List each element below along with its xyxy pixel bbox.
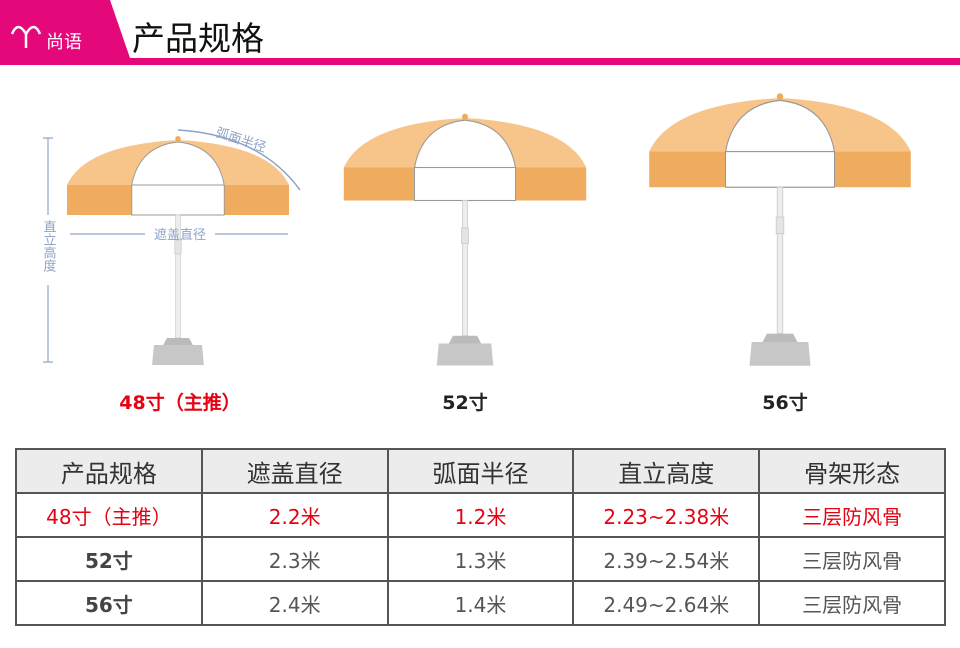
header-row: 产品规格 遮盖直径 弧面半径 直立高度 骨架形态 xyxy=(15,448,946,494)
table-cell: 52寸 xyxy=(15,536,203,582)
column-header: 遮盖直径 xyxy=(200,448,389,494)
header: 尚语 产品规格 xyxy=(0,0,960,65)
model-caption: 56寸 xyxy=(762,391,807,414)
table-cell: 2.3米 xyxy=(200,536,389,582)
model-caption: 48寸（主推） xyxy=(119,391,240,414)
column-header: 产品规格 xyxy=(15,448,203,494)
table-cell: 1.2米 xyxy=(386,492,575,538)
table-cell: 2.23~2.38米 xyxy=(572,492,761,538)
table-row: 48寸（主推） 2.2米 1.2米 2.23~2.38米 三层防风骨 xyxy=(15,492,946,538)
diameter-label: 遮盖直径 xyxy=(154,227,206,243)
column-header: 直立高度 xyxy=(572,448,761,494)
spec-table: 产品规格 遮盖直径 弧面半径 直立高度 骨架形态 48寸（主推） 2.2米 1.2米 2.23~… xyxy=(15,448,946,626)
table-cell: 1.3米 xyxy=(386,536,575,582)
table-row: 56寸 2.4米 1.4米 2.49~2.64米 三层防风骨 xyxy=(15,580,946,626)
table-cell: 2.4米 xyxy=(200,580,389,626)
dimensions: 弧面半径 遮盖直径 直立高度 xyxy=(41,126,301,363)
table-cell: 56寸 xyxy=(15,580,203,626)
logo: 尚语 xyxy=(46,32,82,53)
table-cell: 1.4米 xyxy=(386,580,575,626)
table-cell: 2.49~2.64米 xyxy=(572,580,761,626)
table-cell: 三层防风骨 xyxy=(758,536,946,582)
table-cell: 2.2米 xyxy=(200,492,389,538)
column-header: 骨架形态 xyxy=(758,448,946,494)
table-cell: 48寸（主推） xyxy=(15,492,203,538)
table-cell: 三层防风骨 xyxy=(758,580,946,626)
table-cell: 2.39~2.54米 xyxy=(572,536,761,582)
column-header: 弧面半径 xyxy=(386,448,575,494)
table-row: 52寸 2.3米 1.3米 2.39~2.54米 三层防风骨 xyxy=(15,536,946,582)
page-title: 产品规格 xyxy=(132,19,264,58)
height-label: 直立高度 xyxy=(41,220,57,272)
table-cell: 三层防风骨 xyxy=(758,492,946,538)
model-caption: 52寸 xyxy=(442,391,487,414)
